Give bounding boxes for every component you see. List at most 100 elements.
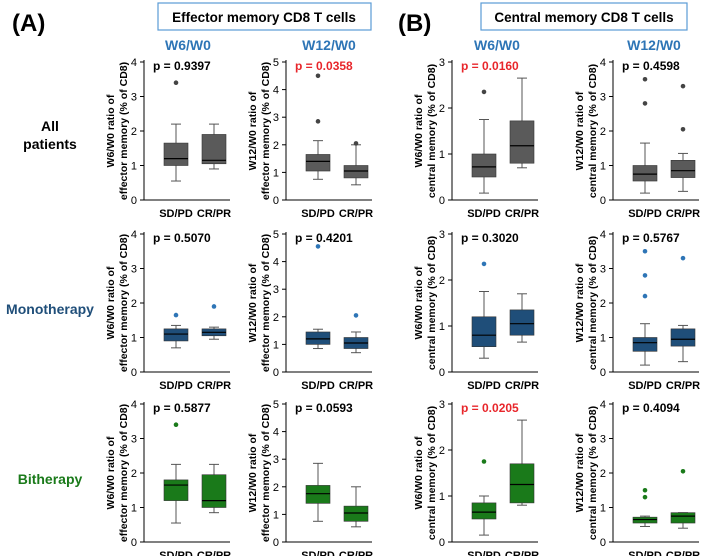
box-plot-4: 0 1 2 3 4 p = 0.5070 W6/W0 ratio of effector me…: [105, 229, 231, 392]
category-label: CR/PR: [339, 550, 373, 556]
row-label-monotherapy: Monotherapy: [6, 301, 94, 317]
y-tick-label: 1: [131, 503, 137, 515]
category-label: SD/PD: [628, 550, 662, 556]
box-plot-3: 0 1 2 3 4 p = 0.4598 W12/W0 ratio of central me…: [574, 57, 700, 220]
category-label: SD/PD: [467, 550, 501, 556]
column-header-w12-central: W12/W0: [627, 37, 681, 53]
p-value-label: p = 0.5767: [622, 231, 680, 245]
panel-a-letter: (A): [12, 10, 45, 37]
box-iqr: [163, 142, 189, 166]
y-tick-label: 1: [273, 339, 279, 351]
outlier-point: [173, 80, 179, 85]
category-label: SD/PD: [301, 380, 335, 392]
y-axis-label: central memory (% of CD8): [426, 406, 438, 540]
box-iqr: [509, 120, 535, 164]
y-tick-label: 4: [273, 427, 279, 439]
y-tick-label: 1: [273, 509, 279, 521]
category-label: SD/PD: [467, 380, 501, 392]
y-tick-label: 5: [273, 399, 279, 411]
category-label: CR/PR: [339, 208, 373, 220]
category-label: CR/PR: [197, 208, 231, 220]
y-axis-label: W6/W0 ratio of: [105, 436, 117, 509]
y-tick-label: 3: [439, 229, 445, 241]
box-iqr: [305, 154, 331, 172]
category-label: CR/PR: [666, 550, 700, 556]
p-value-label: p = 0.0205: [461, 401, 519, 415]
p-value-label: p = 0.0593: [295, 401, 353, 415]
outlier-point: [315, 119, 321, 124]
panel-b-title-box: [480, 2, 688, 31]
category-label: SD/PD: [159, 380, 193, 392]
y-tick-label: 4: [131, 57, 137, 69]
y-axis-label: central memory (% of CD8): [587, 64, 599, 198]
y-tick-label: 0: [600, 195, 606, 207]
y-tick-label: 4: [131, 229, 137, 241]
outlier-point: [481, 89, 487, 95]
box-iqr: [305, 331, 331, 345]
y-axis-label: W12/W0 ratio of: [574, 433, 586, 512]
column-header-w6-effector: W6/W0: [165, 37, 211, 53]
y-axis-label: W12/W0 ratio of: [247, 263, 259, 342]
y-tick-label: 5: [273, 57, 279, 69]
outlier-point: [680, 126, 686, 132]
y-tick-label: 2: [131, 468, 137, 480]
outlier-point: [173, 422, 179, 428]
y-axis-label: central memory (% of CD8): [426, 64, 438, 198]
y-tick-label: 4: [273, 85, 279, 97]
box-iqr: [471, 316, 497, 347]
p-value-label: p = 0.5877: [153, 401, 211, 415]
box-plot-11: 0 1 2 3 4 p = 0.4094 W12/W0 ratio of central me…: [574, 399, 700, 556]
box-iqr: [632, 165, 658, 182]
outlier-point: [481, 261, 487, 267]
y-axis-label: W12/W0 ratio of: [247, 91, 259, 170]
y-axis-label: W12/W0 ratio of: [574, 263, 586, 342]
p-value-label: p = 0.0358: [295, 59, 353, 73]
category-label: SD/PD: [159, 550, 193, 556]
outlier-point: [481, 459, 487, 464]
outlier-point: [642, 487, 648, 493]
box-iqr: [670, 328, 696, 347]
outlier-point: [642, 273, 648, 278]
y-tick-label: 0: [273, 537, 279, 549]
box-plot-10: 0 1 2 3 p = 0.0205 W6/W0 ratio of central memo…: [413, 399, 539, 556]
y-axis-label: effector memory (% of CD8): [260, 234, 272, 372]
y-tick-label: 4: [600, 57, 606, 69]
y-tick-label: 0: [439, 537, 445, 549]
category-label: SD/PD: [467, 208, 501, 220]
outlier-point: [642, 101, 648, 106]
y-tick-label: 2: [439, 275, 445, 287]
panel-a-title-box: [157, 2, 372, 31]
y-axis-label: W6/W0 ratio of: [413, 436, 425, 509]
outlier-point: [642, 494, 648, 500]
y-tick-label: 3: [131, 434, 137, 446]
y-axis-label: effector memory (% of CD8): [260, 62, 272, 200]
outlier-point: [353, 313, 359, 318]
y-tick-label: 0: [439, 367, 445, 379]
box-iqr: [305, 485, 331, 504]
box-iqr: [471, 502, 497, 520]
y-tick-label: 2: [131, 298, 137, 310]
y-axis-label: central memory (% of CD8): [587, 236, 599, 370]
y-tick-label: 2: [439, 103, 445, 115]
y-tick-label: 1: [131, 333, 137, 345]
y-tick-label: 0: [273, 367, 279, 379]
p-value-label: p = 0.4094: [622, 401, 680, 415]
box-iqr: [163, 328, 189, 342]
y-tick-label: 5: [273, 229, 279, 241]
y-tick-label: 1: [600, 503, 606, 515]
row-label-bitherapy: Bitherapy: [18, 471, 83, 487]
y-tick-label: 2: [600, 468, 606, 480]
box-iqr: [201, 474, 227, 508]
y-axis-label: W12/W0 ratio of: [574, 91, 586, 170]
y-tick-label: 2: [273, 140, 279, 152]
column-header-w12-effector: W12/W0: [302, 37, 356, 53]
y-tick-label: 0: [273, 195, 279, 207]
y-tick-label: 3: [439, 399, 445, 411]
box-plot-8: 0 1 2 3 4 p = 0.5877 W6/W0 ratio of effector me…: [105, 399, 231, 556]
outlier-point: [680, 468, 686, 474]
outlier-point: [642, 293, 648, 299]
y-tick-label: 3: [273, 454, 279, 466]
p-value-label: p = 0.4201: [295, 231, 353, 245]
